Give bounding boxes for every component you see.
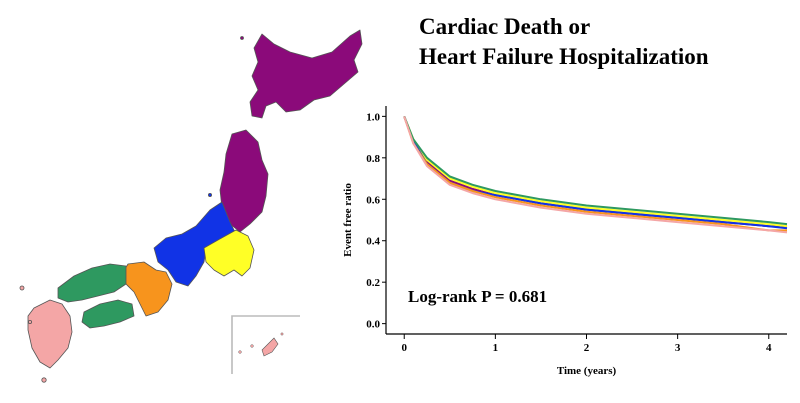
series-layer bbox=[403, 116, 788, 234]
y-tick-label: 0.4 bbox=[366, 236, 380, 248]
x-tick-label: 4 bbox=[766, 342, 772, 354]
x-tick-label: 2 bbox=[584, 342, 590, 354]
y-tick-label: 0.6 bbox=[366, 194, 380, 206]
map-region-chugoku bbox=[57, 263, 127, 303]
km-series-line-5 bbox=[403, 116, 788, 226]
map-region-tohoku bbox=[219, 129, 269, 233]
x-axis-label: Time (years) bbox=[557, 365, 617, 377]
x-axis-ticks: 0 1 2 3 4 bbox=[401, 334, 772, 354]
map-island bbox=[240, 36, 244, 40]
map-region-kanto bbox=[203, 229, 255, 277]
y-tick-label: 0.0 bbox=[366, 319, 380, 331]
km-series-line-2 bbox=[403, 116, 788, 228]
map-island bbox=[19, 285, 25, 291]
y-tick-label: 0.2 bbox=[366, 277, 380, 289]
log-rank-annotation: Log-rank P = 0.681 bbox=[408, 287, 548, 306]
km-series-line-4 bbox=[403, 116, 787, 232]
y-tick-label: 1.0 bbox=[366, 111, 380, 123]
km-series-line-6 bbox=[403, 116, 788, 234]
y-axis-ticks: 0.0 0.2 0.4 0.6 0.8 1.0 bbox=[366, 111, 386, 331]
map-island bbox=[238, 350, 242, 354]
y-tick-label: 0.8 bbox=[366, 153, 380, 165]
map-island bbox=[280, 332, 284, 336]
x-tick-label: 3 bbox=[675, 342, 681, 354]
map-island bbox=[27, 319, 32, 324]
map-region-shikoku bbox=[81, 299, 135, 329]
x-tick-label: 1 bbox=[493, 342, 499, 354]
map-island bbox=[250, 344, 254, 348]
map-region-okinawa bbox=[261, 337, 279, 357]
inset-frame bbox=[231, 315, 300, 374]
km-series-line-3 bbox=[403, 116, 788, 230]
okinawa-inset bbox=[231, 315, 300, 374]
map-region-kyushu bbox=[27, 299, 73, 369]
map-region-hokkaido bbox=[249, 29, 363, 119]
km-chart: 0 1 2 3 4 0.0 0.2 0.4 0.6 0.8 1.0 Time (years) Ev… bbox=[342, 106, 788, 377]
map-island bbox=[207, 192, 212, 197]
chart-title-line-1: Cardiac Death or bbox=[419, 14, 591, 39]
x-tick-label: 0 bbox=[401, 342, 407, 354]
map-island bbox=[41, 377, 47, 383]
y-axis-label: Event free ratio bbox=[342, 183, 354, 257]
chart-title-line-2: Heart Failure Hospitalization bbox=[419, 44, 709, 69]
japan-map bbox=[19, 29, 363, 383]
